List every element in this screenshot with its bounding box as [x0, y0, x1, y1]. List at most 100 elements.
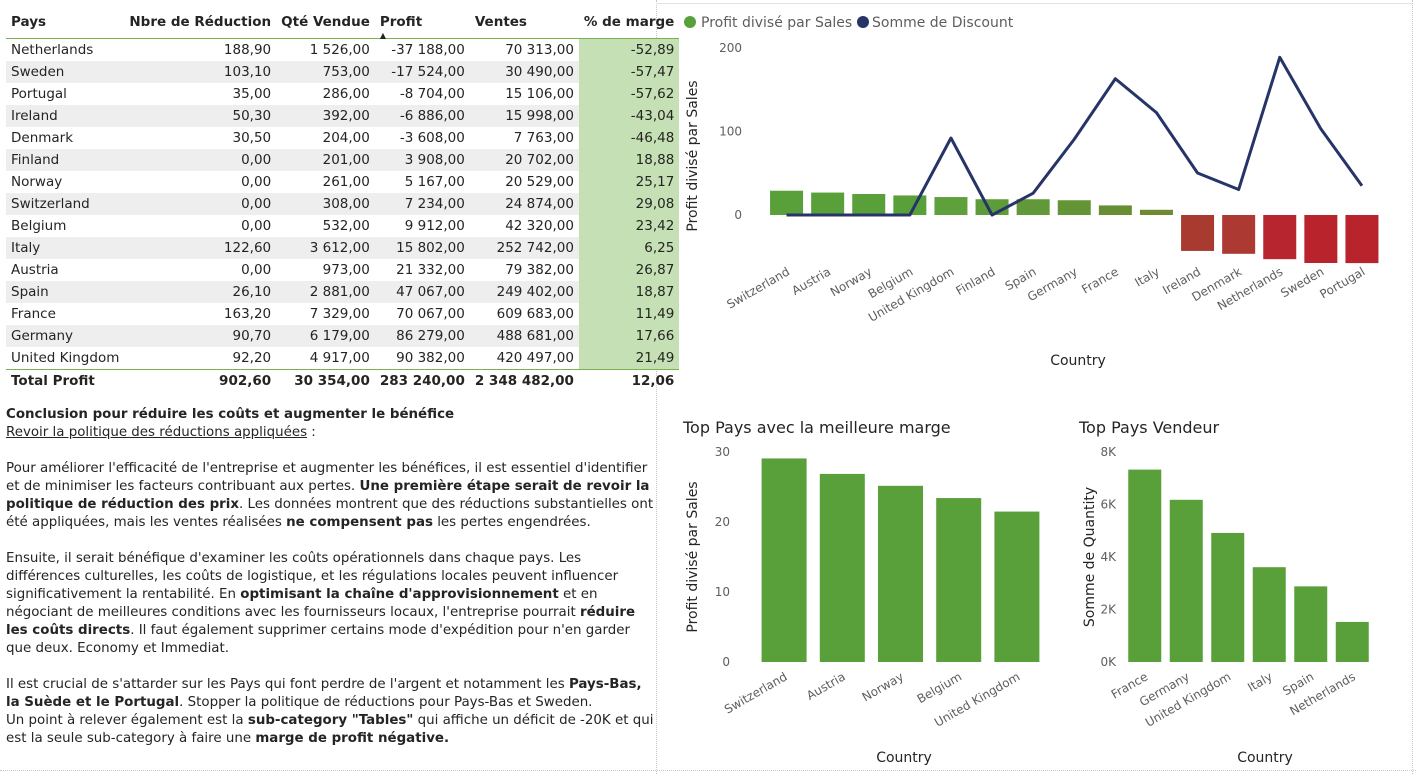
value-cell: 201,00 [276, 149, 375, 171]
y-tick-label: 10 [715, 585, 730, 599]
country-cell: Norway [11, 174, 63, 190]
sort-ascending-icon[interactable]: ▲ [379, 31, 387, 40]
table-row[interactable]: Portugal 35,00 286,00 -8 704,00 15 106,00 -57… [6, 83, 680, 105]
conclusion-subtitle-suffix: : [307, 425, 316, 440]
value-cell: 7 763,00 [513, 130, 574, 146]
value-cell: 5 167,00 [404, 174, 465, 190]
table-row[interactable]: Netherlands 188,90 1 526,00 -37 188,00 70 31… [6, 38, 680, 61]
table-row[interactable]: Denmark 30,50 204,00 -3 608,00 7 763,00 -46,4… [6, 127, 680, 149]
country-cell: Ireland [6, 105, 125, 127]
table-row[interactable]: Belgium 0,00 532,00 9 912,00 42 320,00 23,42 [6, 215, 680, 237]
x-tick-label: Austria [789, 264, 833, 297]
table-row[interactable]: Sweden 103,10 753,00 -17 524,00 30 490,00 -57… [6, 61, 680, 83]
discount-line [786, 55, 1364, 217]
bar [852, 193, 886, 215]
table-row[interactable]: Ireland 50,30 392,00 -6 886,00 15 998,00 -43,… [6, 105, 680, 127]
column-header[interactable]: Ventes [474, 14, 527, 30]
value-cell: 4 917,00 [309, 350, 370, 366]
value-cell: 392,00 [276, 105, 375, 127]
x-tick-label: Belgium [915, 669, 965, 706]
value-cell: 0,00 [241, 218, 272, 234]
column-header[interactable]: Nbre de Réduction [129, 14, 272, 30]
value-cell: 308,00 [276, 193, 375, 215]
bar [936, 498, 982, 662]
value-cell: 420 497,00 [496, 350, 574, 366]
table-row[interactable]: Finland 0,00 201,00 3 908,00 20 702,00 18,88 [6, 149, 680, 171]
profit-discount-combo-chart[interactable]: Profit divisé par Sales Somme de Discount… [660, 6, 1410, 386]
x-tick-label: France [1079, 264, 1121, 296]
legend-label: Somme de Discount [872, 15, 1014, 31]
value-cell: 3 612,00 [276, 237, 375, 259]
value-cell: 42 320,00 [505, 218, 574, 234]
value-cell: 15 106,00 [505, 86, 574, 102]
value-cell: 26,87 [578, 259, 680, 281]
value-cell: 70 067,00 [396, 306, 465, 322]
y-tick-label: 2K [1100, 603, 1117, 617]
bar [1128, 469, 1162, 662]
country-cell: Switzerland [6, 193, 125, 215]
value-cell: 488 681,00 [469, 325, 579, 347]
value-cell: 973,00 [322, 262, 370, 278]
country-cell: Denmark [11, 130, 74, 146]
value-cell: 18,87 [578, 281, 680, 303]
value-cell: 188,90 [223, 42, 272, 58]
bar [1211, 532, 1245, 662]
conclusion-title: Conclusion pour réduire les coûts et aug… [6, 407, 455, 422]
value-cell: -57,47 [578, 61, 680, 83]
column-header[interactable]: Qté Vendue [281, 14, 370, 30]
bar [1016, 199, 1050, 215]
country-cell: Germany [6, 325, 125, 347]
total-value: 30 354,00 [276, 369, 375, 392]
paragraph-2: Ensuite, il serait bénéfique d'examiner … [6, 551, 636, 656]
table-row[interactable]: Italy 122,60 3 612,00 15 802,00 252 742,00 6,… [6, 237, 680, 259]
total-value: 12,06 [578, 369, 680, 392]
value-cell: -17 524,00 [374, 61, 470, 83]
table-row[interactable]: Germany 90,70 6 179,00 86 279,00 488 681,00 1… [6, 325, 680, 347]
x-tick-label: Finland [953, 264, 997, 298]
x-tick-label: Sweden [1278, 264, 1326, 300]
table-row[interactable]: Switzerland 0,00 308,00 7 234,00 24 874,00 29… [6, 193, 680, 215]
bar [1335, 621, 1369, 662]
x-axis-title: Country [876, 750, 932, 766]
value-cell: 29,08 [578, 193, 680, 215]
bar [1294, 586, 1328, 662]
value-cell: -46,48 [578, 127, 680, 149]
country-cell: France [11, 306, 56, 322]
bar [1304, 215, 1338, 263]
value-cell: 103,10 [124, 61, 277, 83]
top-seller-chart[interactable]: Top Pays Vendeur 8K 6K 4K 2K 0K Somme de Quant… [1050, 410, 1410, 774]
value-cell: 249 402,00 [469, 281, 579, 303]
value-cell: 24 874,00 [469, 193, 579, 215]
value-cell: 15 998,00 [469, 105, 579, 127]
value-cell: 753,00 [276, 61, 375, 83]
y-axis-title: Profit divisé par Sales [685, 80, 701, 231]
y-tick-label: 20 [715, 515, 730, 529]
paragraph-4: Un point à relever également est la sub-… [6, 713, 654, 746]
table-row[interactable]: Norway 0,00 261,00 5 167,00 20 529,00 25,17 [6, 171, 680, 193]
value-cell: -8 704,00 [399, 86, 465, 102]
value-cell: 261,00 [322, 174, 370, 190]
bar [1139, 209, 1173, 215]
value-cell: 18,88 [578, 149, 680, 171]
column-header[interactable]: % de marge [583, 14, 675, 30]
country-cell: Italy [6, 237, 125, 259]
y-tick-label: 0K [1100, 655, 1117, 669]
value-cell: -43,04 [578, 105, 680, 127]
bar [934, 197, 968, 215]
column-header[interactable]: Profit ▲ [379, 14, 423, 40]
y-tick-label: 6K [1100, 498, 1117, 512]
top-margin-chart[interactable]: Top Pays avec la meilleure marge 30 20 10 0 P… [660, 410, 1040, 774]
value-cell: 6 179,00 [276, 325, 375, 347]
table-row[interactable]: France 163,20 7 329,00 70 067,00 609 683,00 1… [6, 303, 680, 325]
country-cell: Austria [11, 262, 59, 278]
country-profit-table[interactable]: Pays Nbre de Réduction Qté Vendue Profit ▲ Ve… [6, 6, 680, 392]
column-header[interactable]: Pays [11, 14, 47, 30]
value-cell: 286,00 [322, 86, 370, 102]
total-label: Total Profit [6, 369, 125, 392]
table-row[interactable]: Austria 0,00 973,00 21 332,00 79 382,00 26,87 [6, 259, 680, 281]
table-row[interactable]: Spain 26,10 2 881,00 47 067,00 249 402,00 18,… [6, 281, 680, 303]
value-cell: 92,20 [232, 350, 272, 366]
table-row[interactable]: United Kingdom 92,20 4 917,00 90 382,00 420 … [6, 347, 680, 370]
value-cell: -3 608,00 [399, 130, 465, 146]
conclusion-subtitle: Revoir la politique des réductions appli… [6, 425, 308, 440]
